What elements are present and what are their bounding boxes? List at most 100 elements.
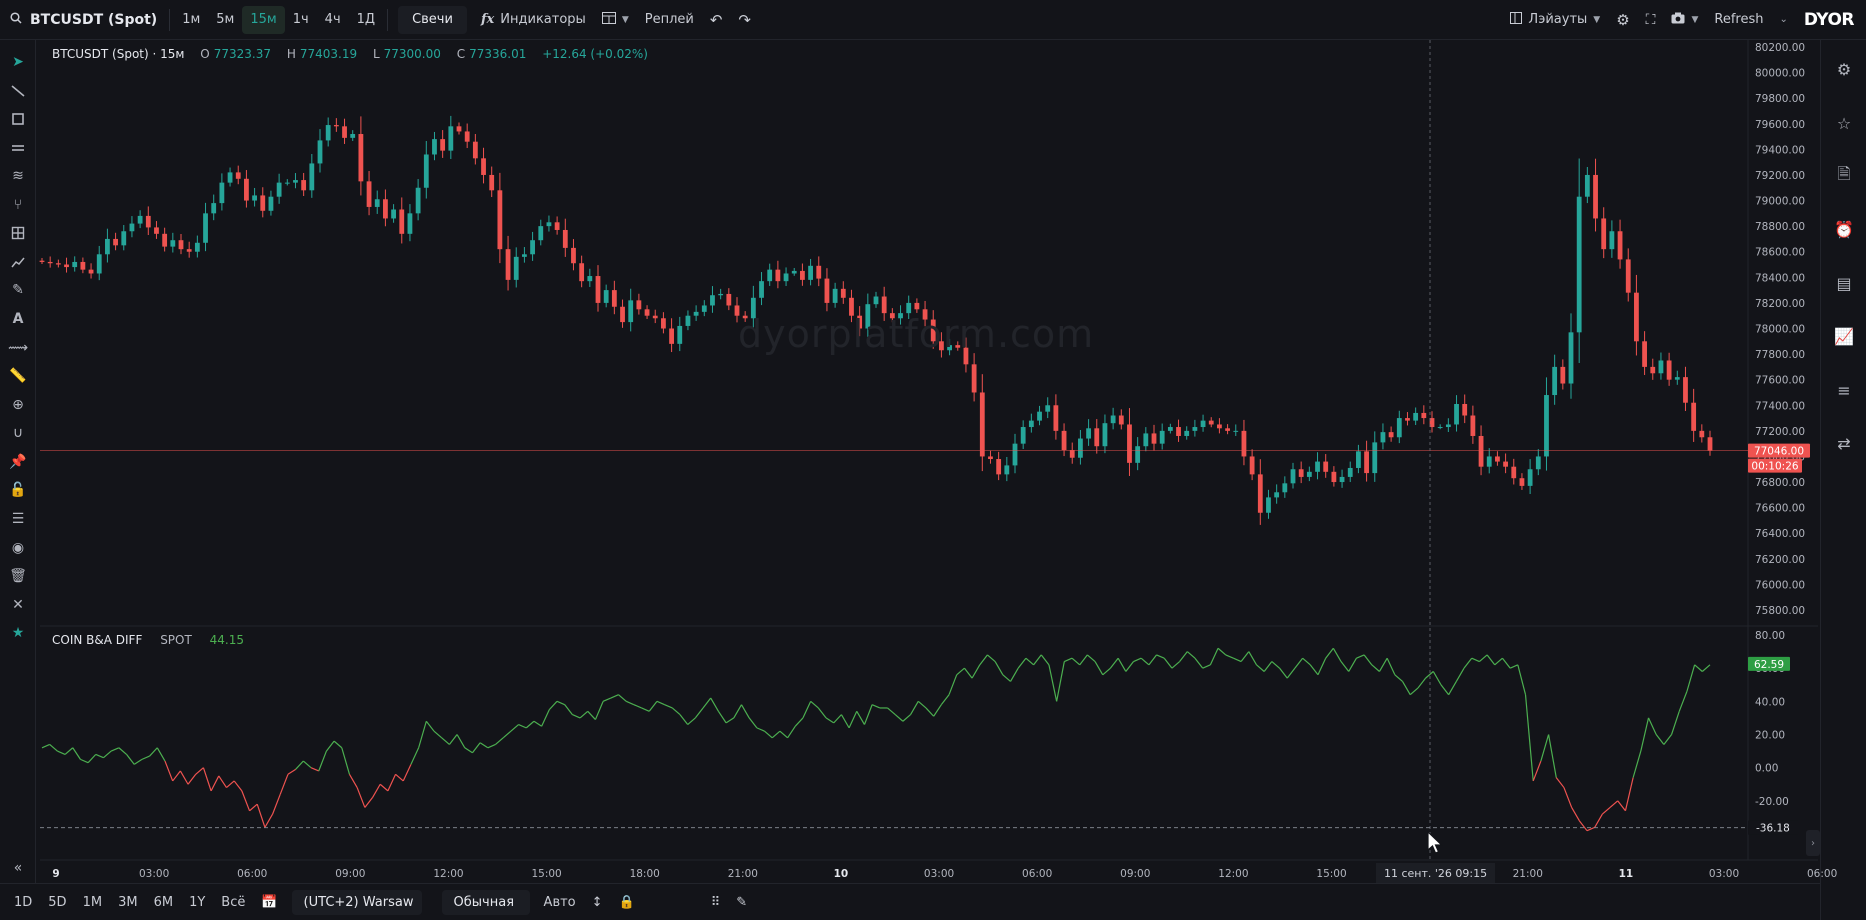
indicator-segment xyxy=(1409,687,1419,696)
drawing-mode-button[interactable]: ✎ xyxy=(728,895,755,910)
indicator-segment xyxy=(1109,657,1119,669)
range-1y[interactable]: 1Y xyxy=(189,894,206,910)
candle-body xyxy=(1266,497,1271,513)
scale-height-button[interactable]: ↕ xyxy=(584,895,611,910)
settings-button[interactable]: ⚙ xyxy=(1608,6,1637,34)
indicator-segment xyxy=(1425,671,1434,679)
candle-body xyxy=(284,182,290,184)
last-price-tag xyxy=(1748,443,1810,458)
magnet-tool[interactable]: ∪ xyxy=(6,421,30,445)
cursor-tool[interactable]: ➤ xyxy=(6,50,30,74)
share-button[interactable]: ⇄ xyxy=(1833,432,1855,454)
watchlist-button[interactable]: ☆ xyxy=(1833,112,1855,134)
stay-in-drawing-tool[interactable]: 📌 xyxy=(6,450,30,474)
close-tool[interactable]: ✕ xyxy=(6,593,30,617)
analytics-button[interactable]: 📈 xyxy=(1833,325,1855,347)
candle-body xyxy=(1372,442,1378,474)
refresh-button[interactable]: Refresh xyxy=(1714,12,1764,27)
candle-body xyxy=(1290,469,1296,484)
text-tool[interactable]: A xyxy=(6,307,30,331)
indicator-segment xyxy=(272,793,281,815)
timeframe-1h[interactable]: 1ч xyxy=(292,12,309,27)
timeframe-1d[interactable]: 1Д xyxy=(356,12,376,27)
redo-button[interactable]: ↷ xyxy=(730,6,759,34)
collapse-toolbar-button[interactable]: « xyxy=(6,856,30,880)
pattern-tool[interactable] xyxy=(6,221,30,245)
time-tick-label: 09:00 xyxy=(335,868,365,880)
news-button[interactable]: ▤ xyxy=(1833,272,1855,294)
alerts-button[interactable]: ⏰ xyxy=(1833,218,1855,240)
forecast-tool[interactable] xyxy=(6,250,30,274)
remove-drawings-tool[interactable]: 🗑 xyxy=(6,564,30,588)
undo-button[interactable]: ↶ xyxy=(702,6,731,34)
timeframe-4h[interactable]: 4ч xyxy=(324,12,341,27)
horizontal-line-tool[interactable] xyxy=(6,136,30,160)
auto-scale-button[interactable]: Авто xyxy=(543,894,576,910)
range-5d[interactable]: 5D xyxy=(48,894,67,910)
ruler-tool[interactable]: 📏 xyxy=(6,364,30,388)
indicator-segment xyxy=(625,700,635,706)
indicator-segment xyxy=(579,710,589,719)
shape-tool[interactable] xyxy=(6,107,30,131)
brush-tool[interactable]: ✎ xyxy=(6,278,30,302)
refresh-options-button[interactable]: ⌄ xyxy=(1771,6,1795,34)
scale-mode-select[interactable]: Обычная xyxy=(441,889,530,915)
replay-button[interactable]: Реплей xyxy=(644,12,694,27)
indicator-segment xyxy=(733,704,743,719)
object-tree-tool[interactable]: ☰ xyxy=(6,507,30,531)
candle-body xyxy=(685,315,691,326)
favorites-tool[interactable]: ★ xyxy=(6,621,30,645)
settings-panel-button[interactable]: ⚙ xyxy=(1833,58,1855,80)
templates-button[interactable]: ▼ xyxy=(594,6,637,34)
indicator-segment xyxy=(49,743,58,752)
news-icon: ▤ xyxy=(1836,273,1852,293)
screenshot-button[interactable]: ▼ xyxy=(1663,6,1706,34)
timeframe-15m[interactable]: 15м xyxy=(242,5,285,34)
candle-body xyxy=(1478,435,1484,467)
price-tick-label: 76600.00 xyxy=(1755,503,1805,515)
indicator-segment xyxy=(1002,674,1011,682)
time-tick-label: 15:00 xyxy=(1316,868,1346,880)
timeframe-5m[interactable]: 5м xyxy=(216,12,235,27)
time-tick-label: 10 xyxy=(834,868,849,880)
range-6m[interactable]: 6M xyxy=(153,894,174,910)
candle-body xyxy=(1208,420,1214,425)
indicators-button[interactable]: fx Индикаторы xyxy=(473,6,594,34)
chart-type-select[interactable]: Свечи xyxy=(398,5,467,34)
layout-grid-button[interactable]: ⠿ xyxy=(703,895,729,910)
timeframe-1m[interactable]: 1м xyxy=(182,12,201,27)
fullscreen-button[interactable]: ⛶ xyxy=(1638,6,1664,34)
range-1m[interactable]: 1M xyxy=(82,894,103,910)
candle-body xyxy=(1167,427,1173,431)
timezone-select[interactable]: (UTC+2) Warsaw xyxy=(291,889,422,915)
trend-line-tool[interactable] xyxy=(6,79,30,103)
candle-body xyxy=(1388,432,1394,438)
lock-drawings-tool[interactable]: 🔓 xyxy=(6,478,30,502)
price-tick-label: 76000.00 xyxy=(1755,579,1805,591)
candle-body xyxy=(1028,420,1034,428)
candle-body xyxy=(1552,366,1558,396)
indicator-segment xyxy=(564,704,573,715)
range-1d[interactable]: 1D xyxy=(14,894,33,910)
candle-body xyxy=(440,139,446,151)
symbol-search-button[interactable]: BTCUSDT (Spot) xyxy=(0,6,165,34)
layers-tool[interactable]: ≋ xyxy=(6,164,30,188)
candle-body xyxy=(1364,451,1369,474)
candle-body xyxy=(1462,403,1468,416)
lock-scale-button[interactable]: 🔒 xyxy=(611,895,643,910)
layouts-button[interactable]: Лэйауты ▼ xyxy=(1502,6,1608,34)
go-to-date-button[interactable]: 📅 xyxy=(253,895,285,910)
range-all[interactable]: Всё xyxy=(221,894,246,910)
notes-button[interactable]: 🗎 xyxy=(1833,164,1855,187)
scroll-to-realtime-button[interactable]: › xyxy=(1806,830,1820,856)
drawing-toolbar: ➤ ≋ ⑂ ✎ A ⟿ 📏 ⊕ ∪ 📌 🔓 ☰ ◉ 🗑 ✕ ★ « xyxy=(0,40,36,883)
hide-drawings-tool[interactable]: ◉ xyxy=(6,536,30,560)
zoom-tool[interactable]: ⊕ xyxy=(6,393,30,417)
indicator-segment xyxy=(1402,681,1411,696)
measure-tool[interactable]: ⟿ xyxy=(6,336,30,360)
order-book-button[interactable]: ≡ xyxy=(1833,379,1855,401)
pitchfork-tool[interactable]: ⑂ xyxy=(6,193,30,217)
range-3m[interactable]: 3M xyxy=(118,894,138,910)
indicator-segment xyxy=(1501,657,1511,669)
